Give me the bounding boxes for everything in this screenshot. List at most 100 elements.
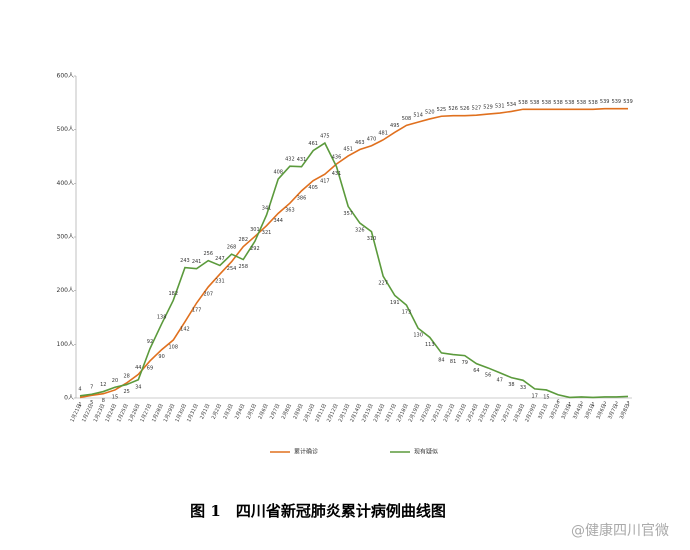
data-label: 12: [100, 382, 106, 388]
data-label: 436: [332, 155, 342, 161]
data-label: 292: [250, 246, 260, 252]
data-label: 2: [615, 401, 618, 407]
data-label: 431: [297, 157, 307, 163]
data-label: 529: [483, 105, 493, 111]
data-label: 17: [532, 393, 538, 399]
data-label: 341: [262, 205, 272, 211]
data-label: 177: [192, 308, 202, 314]
data-label: 108: [169, 345, 179, 351]
data-label: 64: [473, 368, 479, 374]
data-label: 33: [520, 385, 526, 391]
x-tick-label: 2月4日: [234, 403, 246, 420]
data-label: 69: [147, 365, 153, 371]
data-label: 520: [425, 109, 435, 115]
y-tick-label: 500人: [57, 126, 74, 133]
data-label: 56: [485, 372, 491, 378]
data-label: 1: [78, 402, 81, 408]
data-label: 173: [402, 310, 412, 316]
x-tick-label: 2月29日: [524, 403, 538, 423]
data-label: 431: [332, 171, 342, 177]
data-label: 34: [135, 384, 141, 390]
data-label: 254: [227, 266, 237, 272]
data-label: 527: [472, 106, 482, 112]
data-label: 417: [320, 179, 330, 185]
data-label: 268: [227, 245, 237, 251]
x-tick-label: 2月2日: [211, 403, 223, 420]
data-label: 310: [367, 236, 377, 242]
data-label: 6: [556, 399, 559, 405]
data-label: 282: [238, 237, 248, 243]
x-tick-label: 2月8日: [281, 403, 293, 420]
data-label: 92: [147, 339, 153, 345]
data-label: 2: [603, 401, 606, 407]
data-label: 408: [273, 170, 283, 176]
data-label: 247: [215, 256, 225, 262]
data-label: 15: [112, 394, 118, 400]
data-label: 534: [507, 102, 517, 108]
data-label: 525: [437, 107, 447, 113]
data-label: 386: [297, 195, 307, 201]
data-label: 538: [553, 100, 563, 106]
data-label: 538: [565, 100, 575, 106]
data-label: 44: [135, 365, 141, 371]
data-label: 130: [413, 333, 423, 339]
data-label: 344: [273, 218, 283, 224]
data-label: 207: [203, 291, 213, 297]
data-label: 357: [343, 211, 353, 217]
data-label: 84: [438, 357, 444, 363]
data-label: 243: [180, 258, 190, 264]
data-label: 1: [591, 402, 594, 408]
data-label: 256: [203, 251, 213, 257]
data-label: 20: [112, 378, 118, 384]
data-label: 463: [355, 140, 365, 146]
data-label: 475: [320, 134, 330, 140]
data-label: 321: [262, 230, 272, 236]
x-tick-label: 2月5日: [246, 403, 258, 420]
data-label: 538: [530, 100, 540, 106]
data-label: 5: [90, 400, 93, 406]
data-label: 15: [543, 394, 549, 400]
data-label: 81: [450, 359, 456, 365]
data-label: 539: [612, 99, 622, 105]
data-label: 526: [448, 106, 458, 112]
legend-label: 累计确诊: [294, 448, 318, 456]
data-label: 182: [169, 291, 179, 297]
data-label: 231: [215, 279, 225, 285]
data-label: 539: [600, 99, 610, 105]
data-label: 1: [568, 402, 571, 408]
legend-label: 现有疑似: [414, 448, 438, 456]
x-tick-label: 3月1日: [537, 403, 549, 420]
watermark: @健康四川官微: [571, 522, 669, 539]
x-tick-label: 3月2日: [549, 403, 561, 420]
x-tick-label: 1月31日: [186, 403, 200, 423]
data-label: 191: [390, 300, 400, 306]
data-label: 25: [123, 389, 129, 395]
data-label: 3: [626, 401, 629, 407]
data-label: 301: [250, 227, 260, 233]
data-label: 495: [390, 123, 400, 129]
x-tick-label: 2月3日: [222, 403, 234, 420]
data-label: 538: [518, 100, 528, 106]
y-tick-label: 200人: [57, 287, 74, 294]
data-label: 241: [192, 259, 202, 265]
data-label: 514: [413, 113, 423, 119]
data-label: 538: [577, 100, 587, 106]
x-tick-label: 2月9日: [292, 403, 304, 420]
data-label: 142: [180, 326, 190, 332]
caption: 图 1 四川省新冠肺炎累计病例曲线图: [190, 502, 446, 520]
data-label: 47: [497, 377, 503, 383]
data-label: 539: [623, 99, 633, 105]
data-label: 227: [378, 281, 388, 287]
data-label: 79: [462, 360, 468, 366]
x-tick-label: 2月6日: [257, 403, 269, 420]
data-label: 405: [308, 185, 318, 191]
data-label: 538: [588, 100, 598, 106]
data-label: 90: [158, 354, 164, 360]
data-label: 538: [542, 100, 552, 106]
data-label: 28: [123, 373, 129, 379]
data-label: 2: [580, 401, 583, 407]
data-label: 138: [157, 314, 167, 320]
data-label: 113: [425, 342, 435, 348]
data-label: 481: [378, 130, 388, 136]
y-tick-label: 300人: [57, 234, 74, 241]
